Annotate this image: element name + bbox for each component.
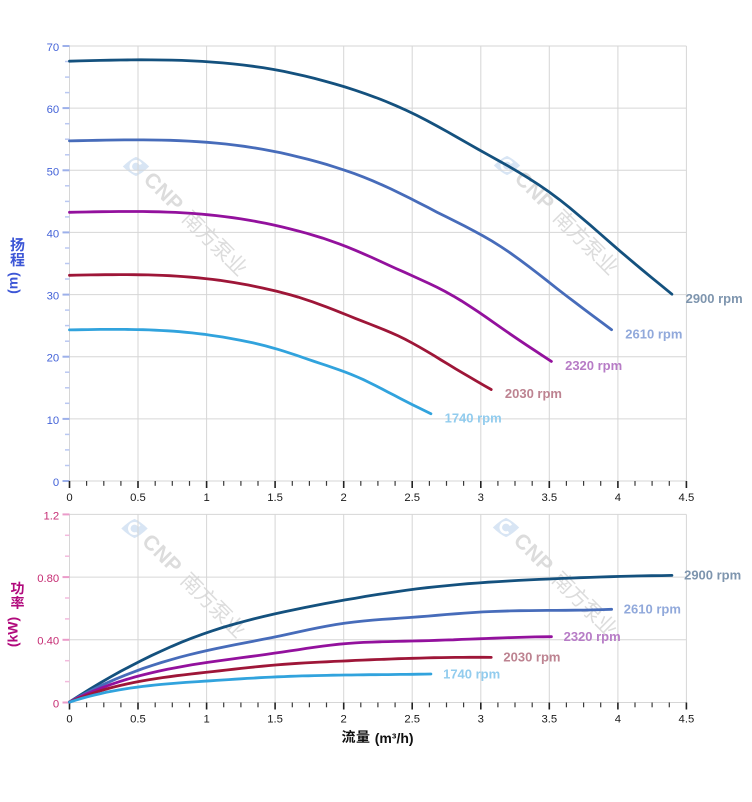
svg-text:3: 3 xyxy=(478,492,484,504)
svg-text:3: 3 xyxy=(478,714,484,726)
svg-text:2: 2 xyxy=(341,492,347,504)
svg-text:1.2: 1.2 xyxy=(43,510,59,522)
svg-text:1740 rpm: 1740 rpm xyxy=(445,410,502,425)
svg-text:50: 50 xyxy=(47,166,60,178)
svg-text:4.5: 4.5 xyxy=(679,492,695,504)
svg-text:2.5: 2.5 xyxy=(404,714,420,726)
svg-text:0.5: 0.5 xyxy=(130,492,146,504)
svg-text:2610 rpm: 2610 rpm xyxy=(624,602,681,617)
svg-text:20: 20 xyxy=(47,353,60,365)
svg-text:70: 70 xyxy=(47,42,60,54)
svg-text:(kW): (kW) xyxy=(5,617,21,647)
svg-text:2030 rpm: 2030 rpm xyxy=(503,650,560,665)
svg-text:30: 30 xyxy=(47,291,60,303)
svg-text:2.5: 2.5 xyxy=(404,492,420,504)
svg-text:(m³/h): (m³/h) xyxy=(375,730,414,746)
svg-text:2: 2 xyxy=(341,714,347,726)
svg-text:2030 rpm: 2030 rpm xyxy=(505,386,562,401)
svg-text:2900 rpm: 2900 rpm xyxy=(686,291,743,306)
svg-text:1.5: 1.5 xyxy=(267,492,283,504)
svg-text:1.5: 1.5 xyxy=(267,714,283,726)
svg-text:2900 rpm: 2900 rpm xyxy=(684,568,741,583)
svg-text:2320 rpm: 2320 rpm xyxy=(564,629,621,644)
svg-text:2610 rpm: 2610 rpm xyxy=(625,326,682,341)
svg-text:0: 0 xyxy=(53,477,59,489)
svg-text:4: 4 xyxy=(615,714,621,726)
svg-text:0.40: 0.40 xyxy=(37,636,59,648)
svg-text:40: 40 xyxy=(47,228,60,240)
svg-text:0: 0 xyxy=(66,714,72,726)
svg-text:4.5: 4.5 xyxy=(679,714,695,726)
svg-text:60: 60 xyxy=(47,104,60,116)
svg-text:10: 10 xyxy=(47,415,60,427)
svg-text:0: 0 xyxy=(66,492,72,504)
svg-text:3.5: 3.5 xyxy=(541,492,557,504)
svg-text:0.5: 0.5 xyxy=(130,714,146,726)
svg-text:4: 4 xyxy=(615,492,621,504)
svg-text:1: 1 xyxy=(203,714,209,726)
svg-text:(m): (m) xyxy=(5,272,21,294)
svg-text:0: 0 xyxy=(53,698,59,710)
svg-text:1: 1 xyxy=(203,492,209,504)
svg-text:3.5: 3.5 xyxy=(541,714,557,726)
svg-text:1740 rpm: 1740 rpm xyxy=(443,666,500,681)
svg-text:2320 rpm: 2320 rpm xyxy=(565,358,622,373)
svg-text:0.80: 0.80 xyxy=(37,573,59,585)
